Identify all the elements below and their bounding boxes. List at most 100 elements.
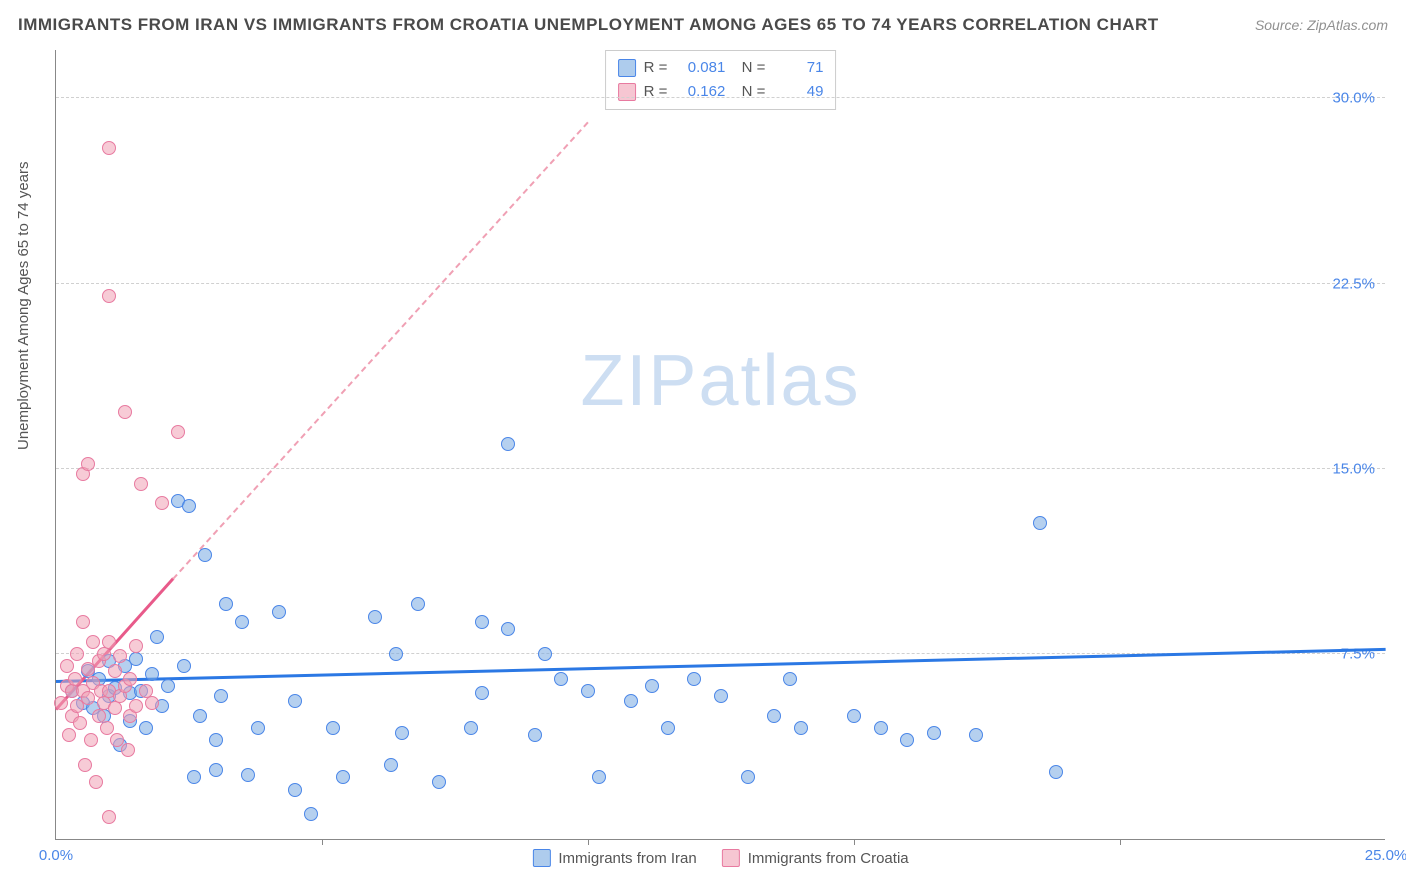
data-point <box>304 807 318 821</box>
data-point <box>73 716 87 730</box>
data-point <box>89 775 103 789</box>
data-point <box>76 615 90 629</box>
legend-value: 71 <box>773 56 823 80</box>
data-point <box>645 679 659 693</box>
data-point <box>155 496 169 510</box>
data-point <box>581 684 595 698</box>
legend-label: R = <box>644 56 668 80</box>
x-tick-label: 0.0% <box>39 847 73 864</box>
legend-item: Immigrants from Croatia <box>722 849 909 867</box>
legend-row: R = 0.162 N = 49 <box>618 80 824 104</box>
data-point <box>538 647 552 661</box>
data-point <box>81 691 95 705</box>
data-point <box>78 758 92 772</box>
data-point <box>874 721 888 735</box>
swatch-icon <box>532 849 550 867</box>
data-point <box>714 689 728 703</box>
data-point <box>129 652 143 666</box>
data-point <box>118 405 132 419</box>
legend-value: 0.162 <box>675 80 725 104</box>
gridline <box>56 97 1385 98</box>
y-tick-label: 30.0% <box>1332 90 1375 107</box>
data-point <box>661 721 675 735</box>
data-point <box>84 733 98 747</box>
watermark: ZIPatlas <box>580 340 860 422</box>
data-point <box>177 659 191 673</box>
data-point <box>389 647 403 661</box>
data-point <box>767 709 781 723</box>
data-point <box>464 721 478 735</box>
data-point <box>395 726 409 740</box>
data-point <box>501 437 515 451</box>
legend-item-label: Immigrants from Iran <box>558 850 696 867</box>
legend-label: N = <box>733 56 765 80</box>
legend-item-label: Immigrants from Croatia <box>748 850 909 867</box>
legend-item: Immigrants from Iran <box>532 849 696 867</box>
x-tick <box>322 839 323 845</box>
data-point <box>150 630 164 644</box>
data-point <box>97 647 111 661</box>
data-point <box>794 721 808 735</box>
data-point <box>219 597 233 611</box>
x-tick <box>1120 839 1121 845</box>
data-point <box>139 721 153 735</box>
data-point <box>70 647 84 661</box>
data-point <box>102 141 116 155</box>
y-tick-label: 15.0% <box>1332 460 1375 477</box>
data-point <box>187 770 201 784</box>
data-point <box>624 694 638 708</box>
data-point <box>528 728 542 742</box>
data-point <box>475 615 489 629</box>
data-point <box>592 770 606 784</box>
gridline <box>56 468 1385 469</box>
data-point <box>288 694 302 708</box>
data-point <box>161 679 175 693</box>
data-point <box>134 477 148 491</box>
data-point <box>209 763 223 777</box>
scatter-plot: ZIPatlas R = 0.081 N = 71 R = 0.162 N = … <box>55 50 1385 840</box>
data-point <box>54 696 68 710</box>
data-point <box>182 499 196 513</box>
data-point <box>847 709 861 723</box>
chart-title: IMMIGRANTS FROM IRAN VS IMMIGRANTS FROM … <box>18 15 1159 35</box>
data-point <box>102 810 116 824</box>
data-point <box>475 686 489 700</box>
data-point <box>241 768 255 782</box>
data-point <box>121 743 135 757</box>
chart-source: Source: ZipAtlas.com <box>1255 17 1388 33</box>
swatch-icon <box>722 849 740 867</box>
data-point <box>741 770 755 784</box>
data-point <box>81 457 95 471</box>
data-point <box>86 635 100 649</box>
legend-label: N = <box>733 80 765 104</box>
data-point <box>209 733 223 747</box>
data-point <box>129 699 143 713</box>
data-point <box>102 289 116 303</box>
data-point <box>1033 516 1047 530</box>
data-point <box>108 664 122 678</box>
data-point <box>384 758 398 772</box>
data-point <box>368 610 382 624</box>
data-point <box>687 672 701 686</box>
data-point <box>927 726 941 740</box>
data-point <box>783 672 797 686</box>
gridline <box>56 283 1385 284</box>
data-point <box>100 721 114 735</box>
data-point <box>900 733 914 747</box>
data-point <box>198 548 212 562</box>
data-point <box>501 622 515 636</box>
trend-line <box>172 121 588 579</box>
x-tick <box>588 839 589 845</box>
data-point <box>411 597 425 611</box>
data-point <box>432 775 446 789</box>
legend-value: 0.081 <box>675 56 725 80</box>
data-point <box>251 721 265 735</box>
y-axis-label: Unemployment Among Ages 65 to 74 years <box>15 161 32 450</box>
data-point <box>326 721 340 735</box>
data-point <box>102 635 116 649</box>
data-point <box>113 649 127 663</box>
data-point <box>193 709 207 723</box>
legend-row: R = 0.081 N = 71 <box>618 56 824 80</box>
data-point <box>336 770 350 784</box>
data-point <box>108 701 122 715</box>
